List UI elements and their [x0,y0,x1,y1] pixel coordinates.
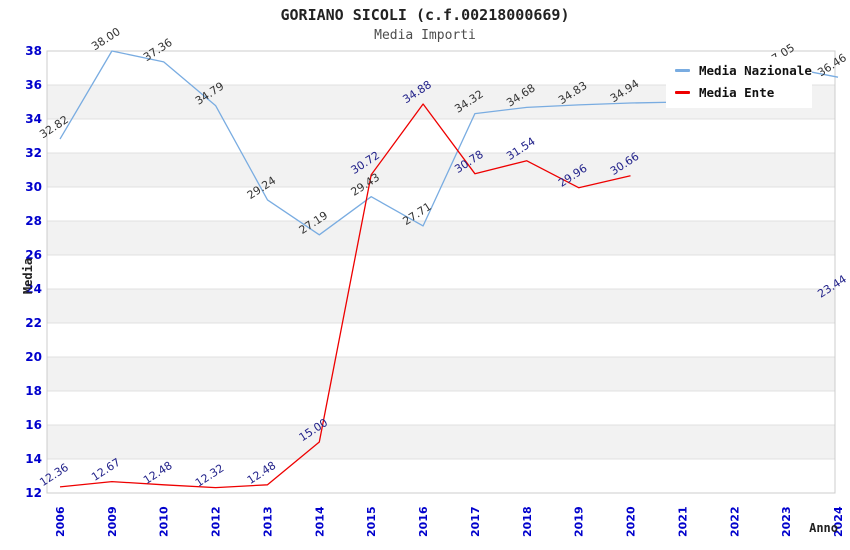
legend-label: Media Nazionale [699,63,812,78]
legend-entry-media-nazionale: Media Nazionale [675,62,812,79]
svg-text:32: 32 [25,146,42,160]
line-swatch-icon [675,91,690,94]
svg-text:26: 26 [25,248,42,262]
legend: Media Nazionale Media Ente [666,57,812,108]
svg-text:28: 28 [25,214,42,228]
svg-text:2018: 2018 [521,506,534,537]
svg-text:2016: 2016 [417,506,430,537]
svg-text:14: 14 [25,452,42,466]
svg-text:24: 24 [25,282,42,296]
svg-text:30: 30 [25,180,42,194]
svg-text:36: 36 [25,78,42,92]
svg-text:2014: 2014 [313,506,326,537]
svg-text:38: 38 [25,44,42,58]
y-axis-title: Media [21,257,35,295]
svg-text:2006: 2006 [54,506,67,537]
svg-text:2009: 2009 [106,506,119,537]
svg-text:16: 16 [25,418,42,432]
svg-text:2021: 2021 [676,506,689,537]
svg-text:18: 18 [25,384,42,398]
svg-text:2015: 2015 [365,506,378,537]
line-swatch-icon [675,69,690,72]
legend-label: Media Ente [699,85,775,100]
svg-text:22: 22 [25,316,42,330]
svg-text:2022: 2022 [728,506,741,537]
chart-subtitle: Media Importi [374,28,476,43]
x-axis-title: Anno [809,521,838,535]
legend-entry-media-ente: Media Ente [675,84,812,101]
svg-text:34: 34 [25,112,42,126]
svg-text:2019: 2019 [573,506,586,537]
svg-text:2017: 2017 [469,506,482,537]
svg-text:2013: 2013 [261,506,274,537]
svg-text:2010: 2010 [158,506,171,537]
svg-text:2020: 2020 [625,506,638,537]
svg-text:2023: 2023 [780,506,793,537]
svg-text:38.00: 38.00 [89,25,122,53]
svg-text:2012: 2012 [210,506,223,537]
svg-text:12: 12 [25,486,42,500]
svg-text:2024: 2024 [832,506,845,537]
chart-title: GORIANO SICOLI (c.f.00218000669) [280,6,570,24]
svg-text:20: 20 [25,350,42,364]
